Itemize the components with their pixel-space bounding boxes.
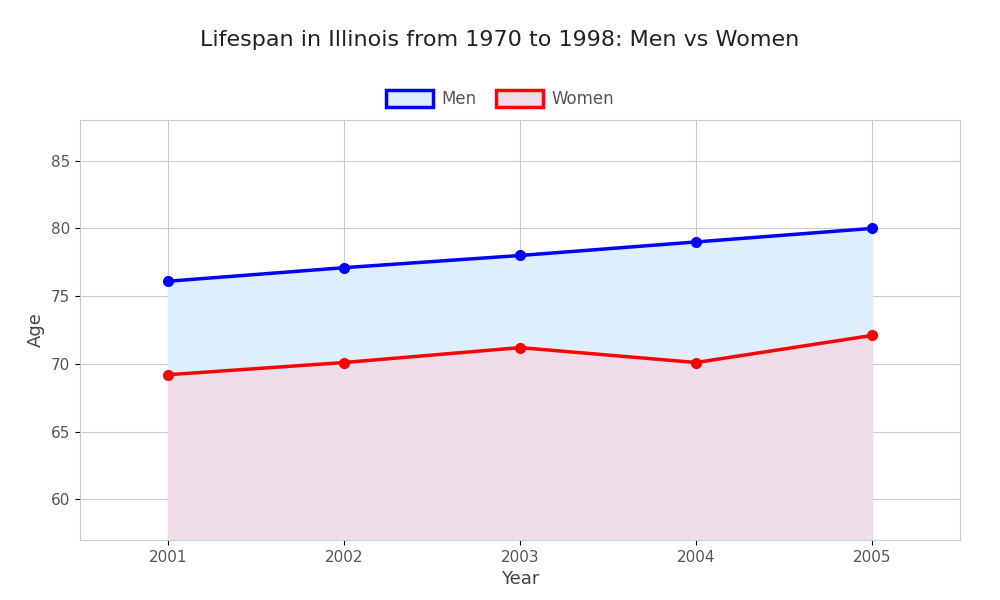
Legend: Men, Women: Men, Women bbox=[379, 83, 621, 115]
Y-axis label: Age: Age bbox=[27, 313, 45, 347]
X-axis label: Year: Year bbox=[501, 570, 539, 588]
Text: Lifespan in Illinois from 1970 to 1998: Men vs Women: Lifespan in Illinois from 1970 to 1998: … bbox=[200, 30, 800, 50]
